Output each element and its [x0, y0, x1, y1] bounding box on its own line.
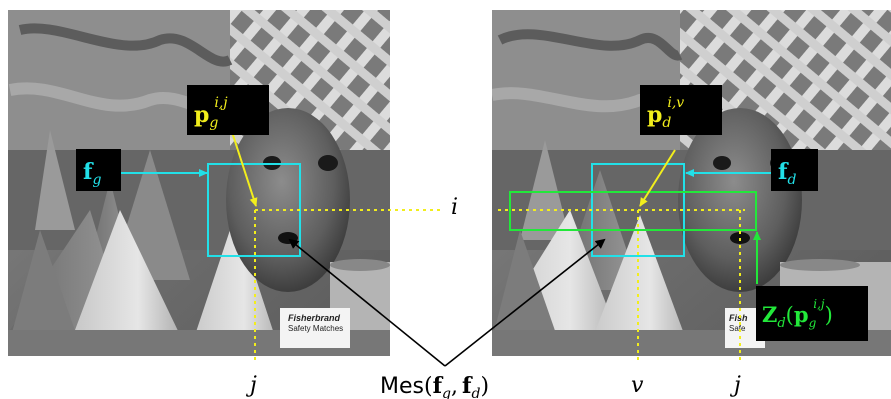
- svg-text:Fisherbrand: Fisherbrand: [288, 313, 341, 323]
- p-g-label: pgi,j: [187, 85, 269, 135]
- p-d-label: pdi,v: [640, 85, 722, 135]
- p-g-arrow: [231, 131, 258, 207]
- col-v-label: v: [631, 373, 644, 398]
- svg-text:Safety Matches: Safety Matches: [288, 324, 343, 333]
- left-stereo-image: Fisherbrand Safety Matches: [8, 10, 390, 356]
- svg-text:Safe: Safe: [729, 324, 746, 333]
- f-d-label: fd: [771, 149, 818, 191]
- mes-arrow-right: [444, 238, 606, 367]
- row-i-label: i: [451, 195, 458, 220]
- mes-formula: Mes(fg, fd): [380, 373, 489, 399]
- svg-text:Zd(pgi,j): Zd(pgi,j): [762, 297, 833, 331]
- mes-arrow-left: [288, 238, 446, 367]
- svg-text:Fish: Fish: [729, 313, 748, 323]
- z-d-label: Zd(pgi,j): [756, 286, 868, 341]
- svg-text:pdi,v: pdi,v: [647, 95, 684, 131]
- right-stereo-image: Fish Safe: [492, 10, 891, 356]
- col-j-label-right: j: [729, 373, 741, 398]
- col-j-label-left: j: [245, 373, 257, 398]
- f-g-label: fg: [76, 149, 121, 191]
- p-d-arrow: [639, 149, 676, 207]
- svg-text:fd: fd: [778, 159, 796, 188]
- search-zone-rect: [509, 191, 757, 231]
- svg-text:fg: fg: [83, 159, 101, 188]
- svg-text:pgi,j: pgi,j: [194, 95, 228, 131]
